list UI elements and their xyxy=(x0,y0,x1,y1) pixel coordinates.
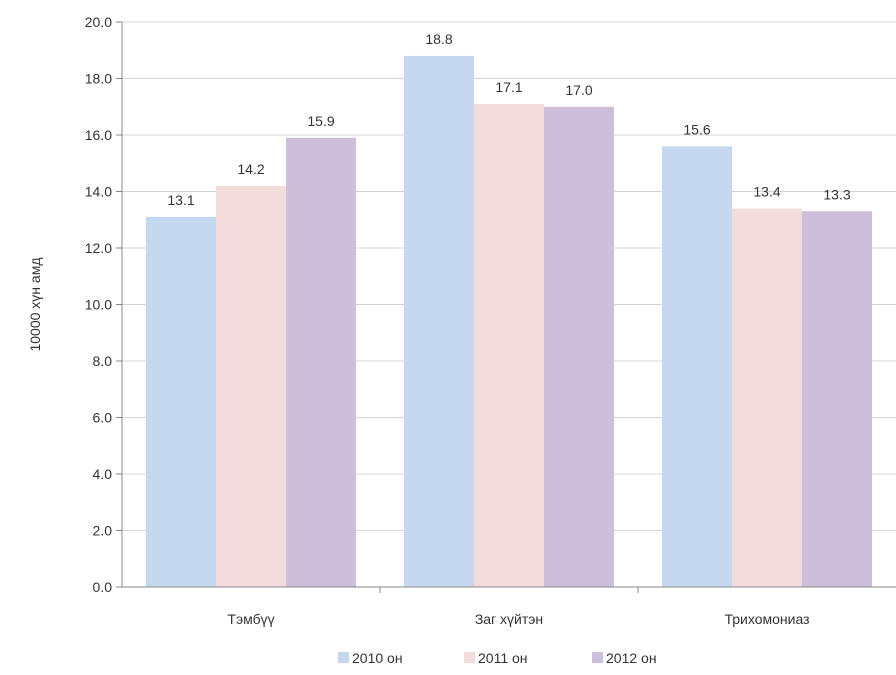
bar xyxy=(662,146,732,588)
y-tick-label: 4.0 xyxy=(93,466,113,482)
bar xyxy=(544,106,614,587)
legend-label: 2012 он xyxy=(606,650,657,666)
data-label: 14.2 xyxy=(237,161,264,177)
y-tick-label: 6.0 xyxy=(93,410,113,426)
data-label: 13.4 xyxy=(753,183,780,199)
bar xyxy=(474,103,544,588)
bar xyxy=(146,216,216,588)
y-tick-label: 8.0 xyxy=(93,353,113,369)
data-label: 15.6 xyxy=(683,121,710,137)
legend: 2010 он 2011 он 2012 он xyxy=(338,650,657,666)
category-label: Заг хүйтэн xyxy=(475,611,543,627)
legend-swatch xyxy=(464,652,475,663)
data-label: 13.1 xyxy=(167,192,194,208)
bar xyxy=(404,55,474,587)
y-tick-label: 14.0 xyxy=(85,184,112,200)
legend-swatch xyxy=(338,652,349,663)
legend-swatch xyxy=(592,652,603,663)
bars xyxy=(146,55,872,588)
y-tick-label: 2.0 xyxy=(93,523,113,539)
bar xyxy=(286,137,356,587)
data-label: 17.0 xyxy=(565,82,592,98)
y-tick-label: 12.0 xyxy=(85,240,112,256)
data-labels: 13.1 14.2 15.9 18.8 17.1 17.0 15.6 13.4 13.3 xyxy=(167,31,850,208)
bar xyxy=(216,185,286,587)
data-label: 13.3 xyxy=(823,186,850,202)
y-tick-label: 10.0 xyxy=(85,297,112,313)
y-tick-label: 0.0 xyxy=(93,579,113,595)
y-tick-label: 16.0 xyxy=(85,127,112,143)
category-label: Трихомониаз xyxy=(724,611,809,627)
legend-label: 2011 он xyxy=(478,650,528,666)
data-label: 18.8 xyxy=(425,31,452,47)
y-tick-label: 20.0 xyxy=(85,14,112,30)
legend-label: 2010 он xyxy=(352,650,403,666)
axes: 0.0 2.0 4.0 6.0 8.0 10.0 12.0 14.0 16.0 18.0 20.0 Т… xyxy=(85,14,896,627)
bar xyxy=(732,208,802,587)
data-label: 15.9 xyxy=(307,113,334,129)
bar xyxy=(802,211,872,587)
category-label: Тэмбүү xyxy=(227,611,274,627)
data-label: 17.1 xyxy=(495,79,522,95)
y-axis-title: 10000 хүн амд xyxy=(27,257,43,351)
y-tick-label: 18.0 xyxy=(85,71,112,87)
